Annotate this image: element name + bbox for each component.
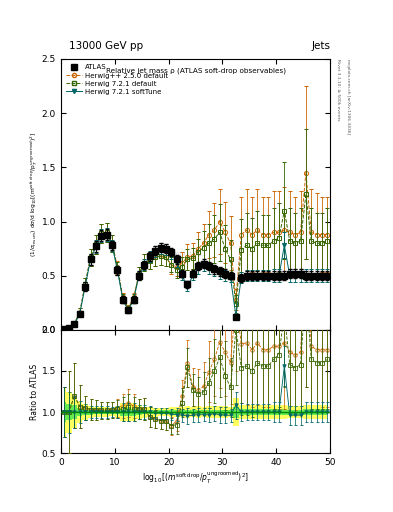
Text: 13000 GeV pp: 13000 GeV pp: [69, 41, 143, 51]
Text: ATLAS_2019_I1772...: ATLAS_2019_I1772...: [156, 251, 208, 257]
Text: Relative jet mass ρ (ATLAS soft-drop observables): Relative jet mass ρ (ATLAS soft-drop obs…: [105, 67, 286, 74]
X-axis label: $\log_{10}[(m^{\mathrm{soft\,drop}}/p_T^{\mathrm{ungroomed}})^2]$: $\log_{10}[(m^{\mathrm{soft\,drop}}/p_T^…: [142, 470, 249, 486]
Y-axis label: $(1/\sigma_{\rm resum})$ d$\sigma$/d log$_{10}$[(m$^{\rm soft\,drop}$/p$_T^{\rm : $(1/\sigma_{\rm resum})$ d$\sigma$/d log…: [29, 132, 40, 257]
Text: mcplots.cern.ch [arXiv:1306.3436]: mcplots.cern.ch [arXiv:1306.3436]: [346, 59, 350, 134]
Text: Rivet 3.1.10; ≥ 500k events: Rivet 3.1.10; ≥ 500k events: [336, 59, 340, 120]
Legend: ATLAS, Herwig++ 2.5.0 default, Herwig 7.2.1 default, Herwig 7.2.1 softTune: ATLAS, Herwig++ 2.5.0 default, Herwig 7.…: [64, 62, 170, 97]
Text: Jets: Jets: [311, 41, 330, 51]
Y-axis label: Ratio to ATLAS: Ratio to ATLAS: [30, 364, 39, 419]
